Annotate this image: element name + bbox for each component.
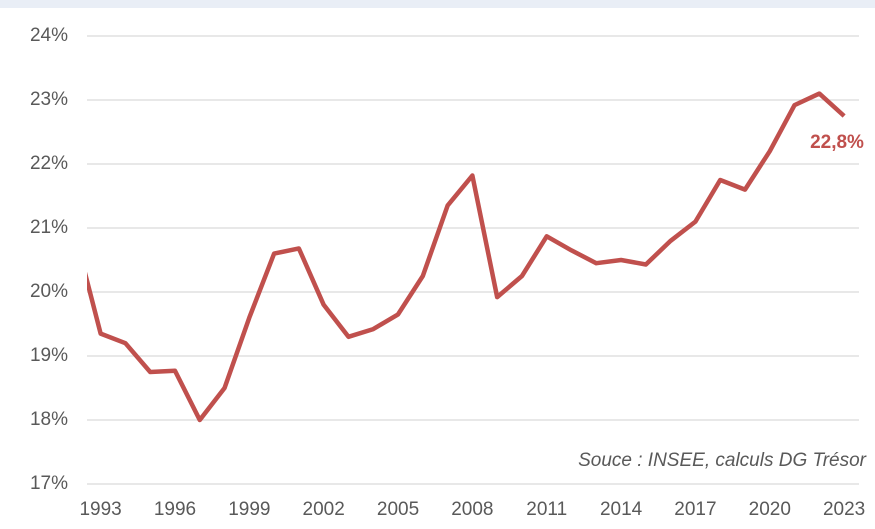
y-tick-label: 24%	[30, 25, 68, 46]
y-tick-label: 21%	[30, 217, 68, 238]
y-tick-label: 19%	[30, 345, 68, 366]
x-tick-label: 2011	[526, 499, 567, 520]
y-tick-label: 20%	[30, 281, 68, 302]
data-label: 22,8%	[810, 132, 864, 153]
x-tick-label: 2020	[749, 499, 791, 520]
source-note: Souce : INSEE, calculs DG Trésor	[578, 450, 867, 471]
x-tick-label: 1993	[79, 499, 121, 520]
line	[87, 91, 846, 423]
plot-area	[87, 91, 846, 423]
x-tick-label: 1999	[228, 499, 270, 520]
x-tick-label: 2023	[823, 499, 865, 520]
y-tick-label: 23%	[30, 89, 68, 110]
x-tick-label: 2008	[451, 499, 493, 520]
x-tick-label: 2005	[377, 499, 419, 520]
y-tick-label: 18%	[30, 409, 68, 430]
x-tick-label: 2014	[600, 499, 643, 520]
chart-background	[0, 8, 875, 529]
y-tick-label: 22%	[30, 153, 68, 174]
x-tick-label: 2017	[674, 499, 716, 520]
y-tick-label: 17%	[30, 473, 68, 494]
x-tick-label: 2002	[303, 499, 345, 520]
x-tick-label: 1996	[154, 499, 196, 520]
